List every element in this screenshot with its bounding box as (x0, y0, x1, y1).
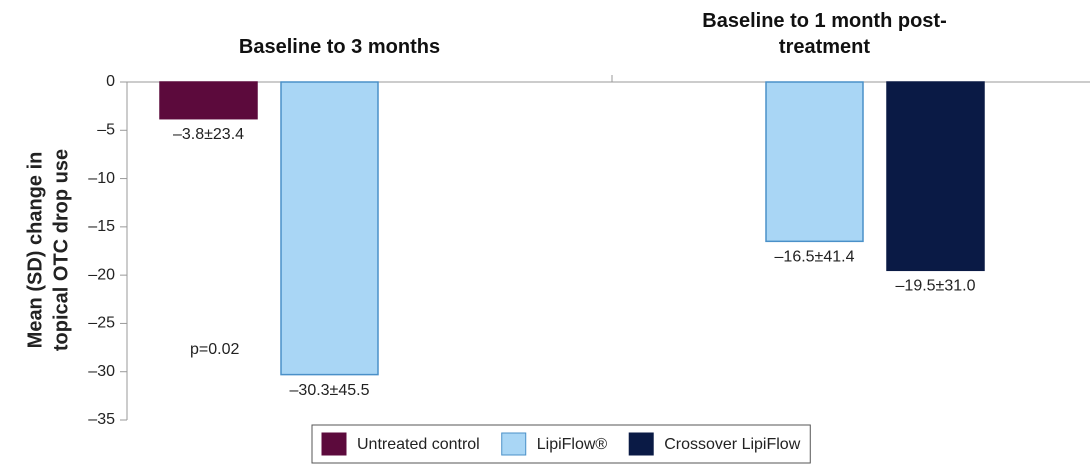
annotation: p=0.02 (190, 341, 239, 358)
bar (765, 81, 864, 243)
category-label: Baseline to 1 month post-treatment (702, 10, 947, 58)
value-label: –3.8±23.4 (173, 126, 244, 143)
legend-swatch (628, 432, 654, 456)
y-tick-label: –30 (88, 363, 115, 380)
y-tick-label: –20 (88, 266, 115, 283)
legend-swatch (501, 432, 527, 456)
y-tick-label: –35 (88, 411, 115, 428)
y-tick-label: –25 (88, 315, 115, 332)
legend-label: Crossover LipiFlow (664, 436, 800, 453)
bar (280, 81, 379, 376)
y-tick-label: –5 (97, 122, 115, 139)
bar (886, 81, 985, 272)
value-label: –30.3±45.5 (290, 382, 370, 399)
legend-swatch (321, 432, 347, 456)
value-label: –19.5±31.0 (896, 278, 976, 295)
legend-box (311, 424, 811, 464)
y-axis-label: Mean (SD) change in (24, 152, 46, 349)
y-axis-label: topical OTC drop use (50, 149, 72, 351)
y-tick-label: –10 (88, 170, 115, 187)
y-tick-label: –15 (88, 218, 115, 235)
bar (159, 81, 258, 120)
value-label: –16.5±41.4 (775, 249, 855, 266)
y-tick-label: 0 (106, 73, 115, 90)
legend-label: LipiFlow® (537, 436, 608, 453)
legend-label: Untreated control (357, 436, 480, 453)
category-label: Baseline to 3 months (238, 36, 441, 58)
